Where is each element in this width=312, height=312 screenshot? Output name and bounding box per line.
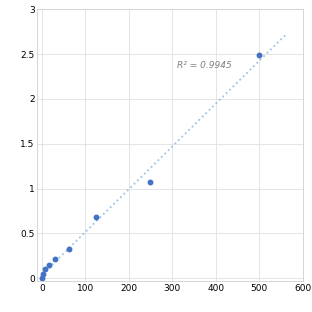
Point [39, 275, 44, 280]
Point [148, 180, 153, 185]
Point [257, 52, 262, 57]
Point [94, 215, 99, 220]
Point [53, 257, 58, 262]
Point [41, 271, 46, 276]
Point [66, 246, 71, 251]
Point [43, 267, 48, 272]
Text: R² = 0.9945: R² = 0.9945 [177, 61, 231, 70]
Point [46, 262, 51, 267]
